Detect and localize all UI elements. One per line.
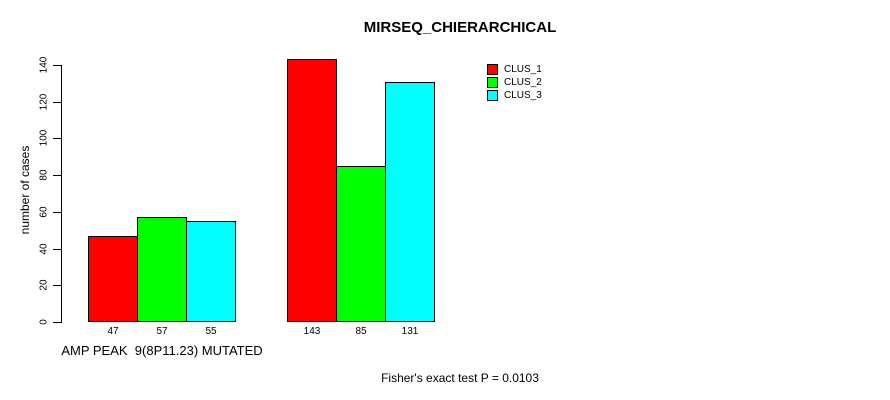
y-tick	[53, 101, 61, 103]
y-tick-label: 120	[38, 93, 50, 111]
bar-value-label: 47	[107, 326, 119, 337]
x-group-label: AMP PEAK 9(8P11.23) MUTATED	[61, 343, 263, 358]
bar-value-label: 85	[355, 326, 367, 337]
bar-value-label: 143	[303, 326, 321, 337]
legend-swatch-clus_1	[487, 64, 498, 75]
fisher-test-annotation: Fisher's exact test P = 0.0103	[381, 371, 539, 385]
bar-value-label: 57	[156, 326, 168, 337]
y-tick-label: 80	[38, 169, 50, 181]
bar-clus_2-group2	[336, 166, 386, 322]
y-tick-label: 20	[38, 279, 50, 291]
legend-row-clus_1: CLUS_1	[487, 63, 542, 76]
bar-clus_2-group1	[137, 217, 187, 322]
y-tick-label: 0	[38, 319, 50, 325]
bar-value-label: 131	[401, 326, 419, 337]
chart-title: MIRSEQ_CHIERARCHICAL	[363, 19, 557, 36]
y-tick-label: 40	[38, 243, 50, 255]
legend-label: CLUS_1	[504, 64, 542, 75]
legend-swatch-clus_3	[487, 90, 498, 101]
legend-row-clus_2: CLUS_2	[487, 76, 542, 89]
y-tick	[53, 65, 61, 66]
y-tick-label: 60	[38, 206, 50, 218]
bar-clus_1-group1	[88, 236, 138, 322]
legend-label: CLUS_2	[504, 77, 542, 88]
y-tick	[53, 211, 61, 213]
bar-clus_3-group1	[186, 221, 236, 322]
y-tick	[53, 285, 61, 287]
y-axis-label: number of cases	[18, 145, 32, 235]
bar-clus_3-group2	[385, 82, 435, 322]
legend-swatch-clus_2	[487, 77, 498, 88]
bar-clus_1-group2	[287, 59, 337, 322]
legend-label: CLUS_3	[504, 90, 542, 101]
legend-row-clus_3: CLUS_3	[487, 89, 542, 102]
y-tick	[53, 322, 61, 323]
y-tick	[53, 248, 61, 250]
y-tick-label: 100	[38, 130, 50, 147]
bar-value-label: 55	[205, 326, 217, 337]
y-tick	[53, 175, 61, 177]
y-axis-line	[61, 65, 62, 323]
y-tick-label: 140	[38, 56, 50, 74]
legend: CLUS_1 CLUS_2 CLUS_3	[487, 63, 542, 102]
y-tick	[53, 138, 61, 140]
